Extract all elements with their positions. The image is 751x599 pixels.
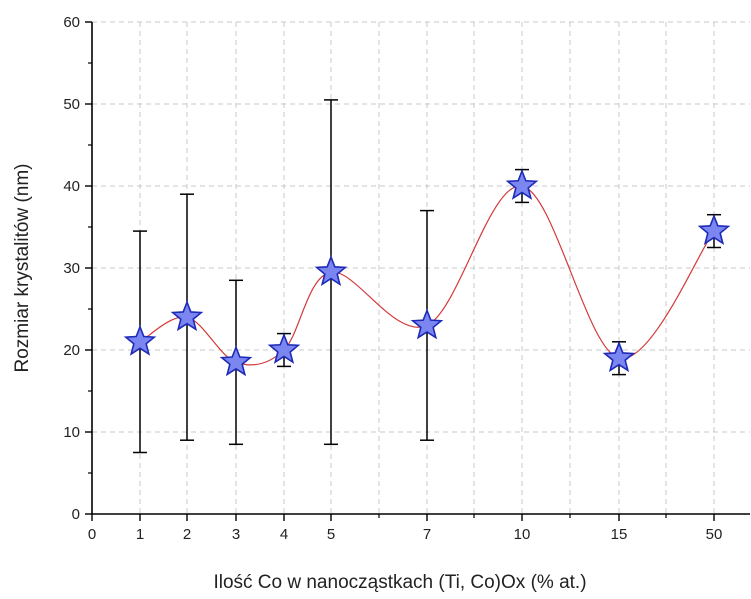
x-tick-label-10: 10 bbox=[514, 526, 531, 543]
x-tick-label-3: 3 bbox=[232, 526, 240, 543]
tick-labels: 0 10 20 30 40 50 60 0 1 2 3 4 5 7 10 15 50 bbox=[63, 14, 722, 543]
x-tick-label-0: 0 bbox=[88, 526, 96, 543]
y-tick-label-30: 30 bbox=[63, 260, 80, 277]
axes bbox=[85, 22, 750, 521]
x-tick-label-2: 2 bbox=[183, 526, 191, 543]
y-axis-title: Rozmiar krystalitów (nm) bbox=[12, 163, 33, 372]
y-tick-label-60: 60 bbox=[63, 14, 80, 31]
y-tick-label-0: 0 bbox=[72, 506, 80, 523]
x-tick-label-50: 50 bbox=[706, 526, 723, 543]
x-tick-label-15: 15 bbox=[611, 526, 628, 543]
y-tick-label-10: 10 bbox=[63, 424, 80, 441]
y-tick-label-20: 20 bbox=[63, 342, 80, 359]
x-axis-title: Ilość Co w nanocząstkach (Ti, Co)Ox (% a… bbox=[213, 572, 586, 593]
x-tick-label-4: 4 bbox=[280, 526, 288, 543]
y-tick-label-40: 40 bbox=[63, 178, 80, 195]
y-tick-label-50: 50 bbox=[63, 96, 80, 113]
x-tick-label-1: 1 bbox=[136, 526, 144, 543]
x-tick-label-5: 5 bbox=[327, 526, 335, 543]
x-tick-label-7: 7 bbox=[423, 526, 431, 543]
